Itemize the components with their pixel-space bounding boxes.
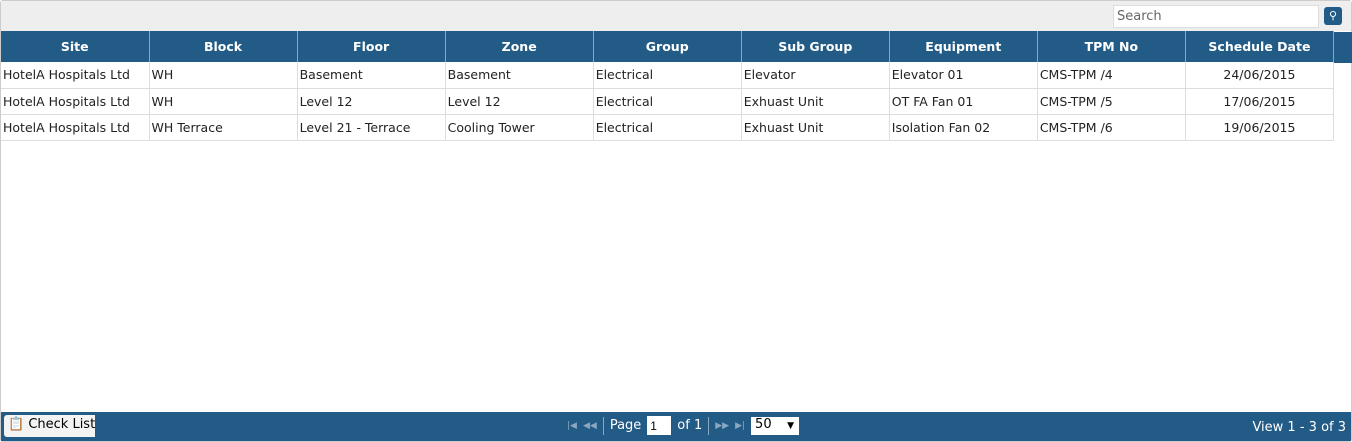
pager-bar: 📋 Check List |◀ ◀◀ Page of 1 ▶▶ ▶| 50 ▼ V… <box>1 412 1351 441</box>
column-header[interactable]: Group <box>593 31 742 62</box>
table-cell: Level 12 <box>297 88 446 115</box>
table-cell: Exhuast Unit <box>741 114 890 141</box>
column-header[interactable]: Block <box>149 31 298 62</box>
chevron-down-icon: ▼ <box>787 420 795 431</box>
column-header[interactable]: Sub Group <box>741 31 890 62</box>
table-cell: Level 21 - Terrace <box>297 114 446 141</box>
page-size-select[interactable]: 50 ▼ <box>751 416 800 435</box>
table-row[interactable]: HotelA Hospitals Ltd WH Basement Basement El… <box>1 62 1335 89</box>
page-label: Page <box>609 418 642 433</box>
column-header[interactable]: Equipment <box>889 31 1038 62</box>
table-cell: Elevator 01 <box>889 62 1038 89</box>
column-header[interactable]: TPM No <box>1037 31 1186 62</box>
table-cell: 17/06/2015 <box>1185 88 1335 115</box>
page-input[interactable] <box>647 416 672 435</box>
table-cell: Electrical <box>593 62 742 89</box>
table-cell: 24/06/2015 <box>1185 62 1335 89</box>
table-cell: Cooling Tower <box>445 114 594 141</box>
column-header[interactable]: Zone <box>445 31 594 62</box>
search-input[interactable] <box>1113 5 1319 28</box>
last-page-icon[interactable]: ▶| <box>735 420 746 431</box>
column-header[interactable]: Floor <box>297 31 446 62</box>
table-cell: WH <box>149 62 298 89</box>
page-size-value: 50 <box>755 416 772 432</box>
search-icon: ⚲ <box>1328 9 1338 22</box>
prev-page-icon[interactable]: ◀◀ <box>582 420 597 431</box>
table-cell: Elevator <box>741 62 890 89</box>
table-cell: Level 12 <box>445 88 594 115</box>
table-cell: Electrical <box>593 88 742 115</box>
divider <box>708 416 710 435</box>
data-table: Site Block Floor Zone Group Sub Group Equipmen… <box>1 31 1335 141</box>
pager: |◀ ◀◀ Page of 1 ▶▶ ▶| 50 ▼ <box>567 416 800 435</box>
table-cell: Basement <box>445 62 594 89</box>
table-cell: CMS-TPM /5 <box>1037 88 1186 115</box>
page-count: of 1 <box>677 418 703 433</box>
column-header[interactable]: Site <box>1 31 150 62</box>
header-scroll-spacer <box>1334 32 1352 63</box>
table-cell: Exhuast Unit <box>741 88 890 115</box>
table-cell: HotelA Hospitals Ltd <box>1 88 150 115</box>
table-cell: Electrical <box>593 114 742 141</box>
first-page-icon[interactable]: |◀ <box>567 420 577 431</box>
divider <box>602 416 604 435</box>
toolbar: ⚲ <box>1 1 1351 31</box>
checklist-button[interactable]: 📋 Check List <box>4 415 96 437</box>
next-page-icon[interactable]: ▶▶ <box>715 420 730 431</box>
table-row[interactable]: HotelA Hospitals Ltd WH Level 12 Level 12 El… <box>1 88 1335 115</box>
table-cell: Isolation Fan 02 <box>889 114 1038 141</box>
table-cell: WH Terrace <box>149 114 298 141</box>
table-cell: HotelA Hospitals Ltd <box>1 114 150 141</box>
search-button[interactable]: ⚲ <box>1324 7 1342 25</box>
table-cell: OT FA Fan 01 <box>889 88 1038 115</box>
table-cell: 19/06/2015 <box>1185 114 1335 141</box>
table-cell: CMS-TPM /4 <box>1037 62 1186 89</box>
table-cell: CMS-TPM /6 <box>1037 114 1186 141</box>
column-header[interactable]: Schedule Date <box>1185 31 1335 62</box>
table-row[interactable]: HotelA Hospitals Ltd WH Terrace Level 21 -… <box>1 114 1335 141</box>
clipboard-icon: 📋 <box>8 417 25 432</box>
checklist-label: Check List <box>28 417 96 432</box>
table-cell: Basement <box>297 62 446 89</box>
table-cell: HotelA Hospitals Ltd <box>1 62 150 89</box>
table-cell: WH <box>149 88 298 115</box>
record-count: View 1 - 3 of 3 <box>1252 420 1346 435</box>
